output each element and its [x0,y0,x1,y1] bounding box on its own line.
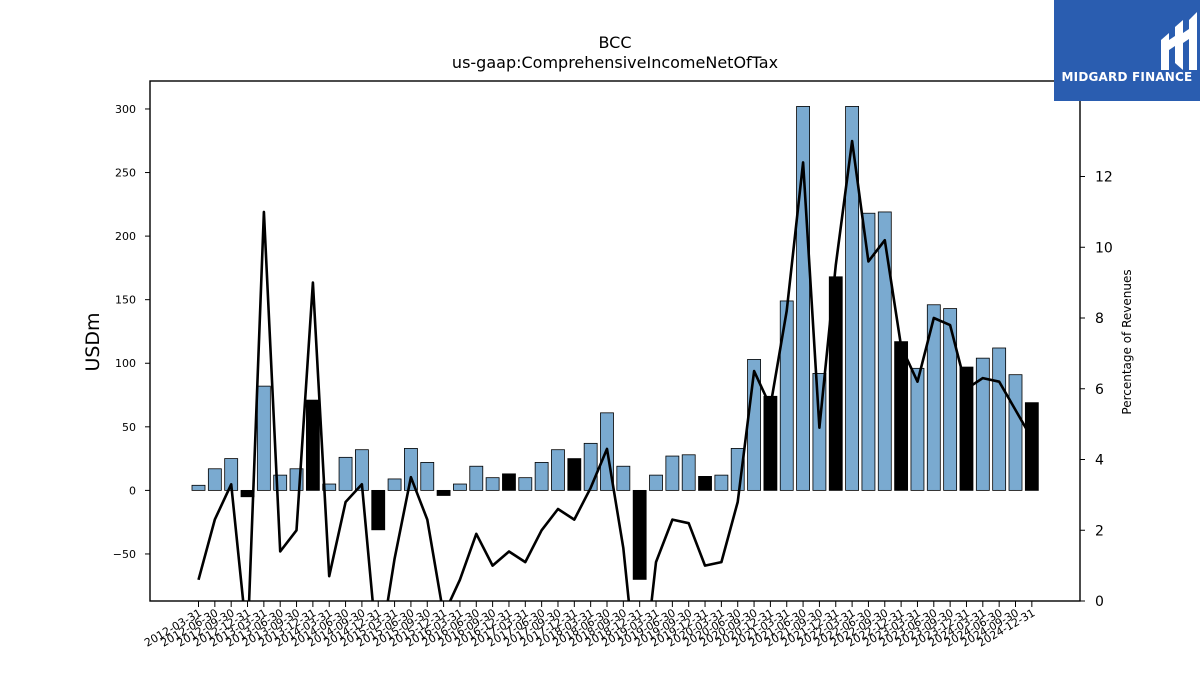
bar-2019-09-30 [681,454,696,491]
bar-2022-09-30 [877,211,892,491]
bar-2018-03-31 [583,442,598,491]
y-tick-label: 250 [115,167,136,180]
y-tick-label: 200 [115,230,136,243]
bar-2018-12-31 [632,489,647,580]
logo-text: MIDGARD FINANCE [1061,70,1193,84]
bar-2017-12-31 [567,458,582,491]
bar-2018-09-30 [616,465,631,491]
y2-tick-label: 6 [1095,382,1104,398]
chart-subtitle: us-gaap:ComprehensiveIncomeNetOfTax [452,53,778,72]
bar-2015-09-30 [420,462,435,491]
bar-2013-03-31 [256,385,271,491]
y-tick-label: 0 [129,484,136,497]
bar-2024-03-31 [975,357,990,491]
bars-layer [191,106,1039,580]
axes-layer: −500501001502002503000246810122012-03-31… [113,80,1113,650]
y2-tick-label: 0 [1095,594,1104,610]
bar-2016-03-31 [453,483,467,491]
y-axis-label: USDm [82,312,104,371]
midgard-logo: MIDGARD FINANCE [1054,0,1200,101]
bar-2019-12-31 [698,476,712,491]
bar-2012-03-31 [191,484,206,491]
y-tick-label: 300 [115,103,136,116]
bar-2017-09-30 [551,449,565,491]
bar-2021-03-31 [779,300,794,491]
plot-frame [149,80,1081,602]
bar-2016-09-30 [485,477,500,491]
bar-2022-06-30 [861,212,876,491]
bar-2023-12-31 [959,366,974,491]
y2-tick-label: 4 [1095,453,1104,469]
bar-2022-12-31 [894,341,909,491]
y-tick-label: 50 [122,421,136,434]
line-series [197,139,1033,601]
bar-2024-09-30 [1008,374,1023,491]
y2-axis-label: Percentage of Revenues [1120,269,1134,414]
bar-2017-03-31 [518,477,533,491]
y-tick-label: −50 [113,548,136,561]
bar-2014-06-30 [338,456,353,491]
bar-2024-06-30 [992,347,1007,491]
bar-2015-12-31 [436,489,451,496]
bar-2015-03-31 [387,478,402,491]
bar-2014-12-31 [371,489,386,531]
y2-tick-label: 8 [1095,311,1104,327]
bar-2023-09-30 [943,308,958,491]
bar-2013-12-31 [305,399,320,491]
y-tick-label: 150 [115,294,136,307]
line-layer [197,139,1033,601]
bar-2023-03-31 [910,367,925,491]
bar-2015-06-30 [404,448,418,491]
y-tick-label: 100 [115,357,136,370]
y2-tick-label: 2 [1095,523,1104,539]
bar-2012-06-30 [207,468,222,491]
y2-tick-label: 12 [1095,170,1113,186]
bar-2020-12-31 [763,395,778,491]
bar-2020-03-31 [714,474,729,491]
chart-title: BCC [598,33,631,52]
bar-2019-06-30 [665,455,680,491]
bar-2016-06-30 [469,465,484,491]
bar-2024-12-31 [1024,402,1039,491]
bar-2023-06-30 [926,304,941,491]
bar-2017-06-30 [534,462,549,491]
bar-2019-03-31 [649,474,663,491]
bar-2022-03-31 [845,106,859,491]
bar-2016-12-31 [502,473,516,491]
midgard-logo-icon [1161,12,1197,70]
y2-tick-label: 10 [1095,240,1113,256]
bar-2014-03-31 [322,483,337,491]
